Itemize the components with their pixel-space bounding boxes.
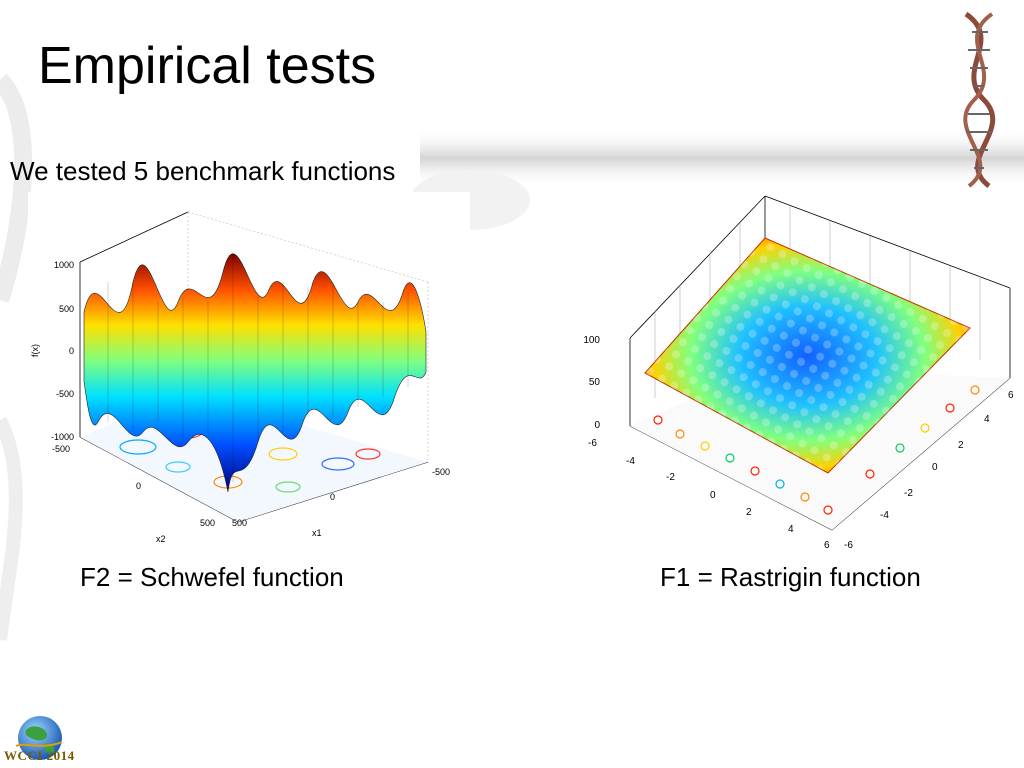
- side-tick-label: 6: [1008, 390, 1014, 401]
- side-tick-label: 0: [932, 462, 938, 473]
- front-tick-label: -2: [666, 472, 675, 483]
- side-tick-label: 2: [958, 440, 964, 451]
- x1-tick-label: 500: [232, 518, 247, 528]
- x1-tick-label: -500: [432, 467, 450, 477]
- z-tick-label: 100: [583, 335, 600, 346]
- x2-tick-label: 500: [200, 518, 215, 528]
- x2-tick-label: -500: [52, 444, 70, 454]
- z-tick-label: 500: [59, 304, 74, 314]
- z-tick-label: 0: [69, 346, 74, 356]
- side-tick-label: -4: [880, 510, 889, 521]
- x1-tick-label: 0: [330, 492, 335, 502]
- figure-caption-schwefel: F2 = Schwefel function: [80, 562, 344, 592]
- figure-caption-rastrigin: F1 = Rastrigin function: [660, 562, 921, 592]
- rastrigin-surface-plot: 100 50 0 -6 -4 -2 0 2 4 6 -6 -4 -2 0 2 4…: [570, 188, 1024, 556]
- side-tick-label: -2: [904, 488, 913, 499]
- z-axis-label: f(x): [30, 344, 40, 357]
- wcci-logo-text: WCCI 2014: [4, 748, 75, 763]
- z-tick-label: -500: [56, 389, 74, 399]
- front-tick-label: 4: [788, 524, 794, 535]
- wcci-globe-logo-icon: [15, 716, 63, 760]
- z-tick-label: 0: [594, 420, 600, 431]
- x2-axis-label: x2: [156, 534, 166, 544]
- x1-axis-label: x1: [312, 528, 322, 538]
- side-tick-label: 4: [984, 414, 990, 425]
- schwefel-surface-plot: 1000 500 0 -500 -1000 f(x) -500 0 500 x2…: [28, 192, 470, 554]
- front-tick-label: -4: [626, 456, 635, 467]
- z-tick-label: 50: [589, 377, 601, 388]
- front-tick-label: 0: [710, 490, 716, 501]
- slide-subtitle: We tested 5 benchmark functions: [10, 156, 396, 186]
- slide-title: Empirical tests: [38, 37, 377, 95]
- front-tick-label: -6: [588, 438, 597, 449]
- z-tick-label: 1000: [54, 260, 74, 270]
- side-tick-label: -6: [844, 540, 853, 551]
- front-tick-label: 2: [746, 507, 752, 518]
- z-tick-label: -1000: [51, 432, 74, 442]
- front-tick-label: 6: [824, 540, 830, 551]
- dna-helix-icon: [963, 11, 996, 188]
- x2-tick-label: 0: [136, 481, 141, 491]
